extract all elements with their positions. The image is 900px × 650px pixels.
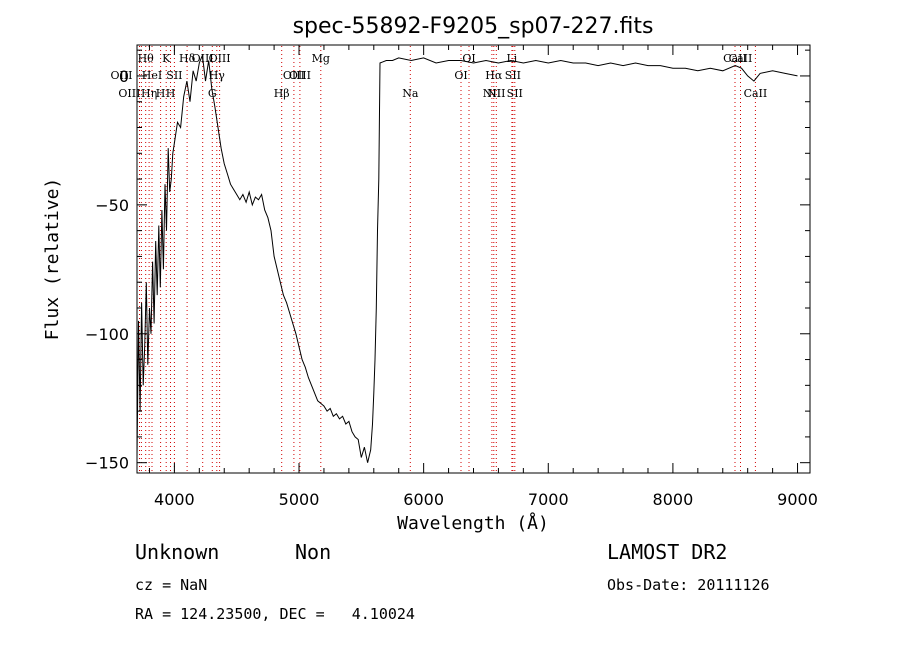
y-axis-label: Flux (relative) bbox=[42, 178, 63, 341]
line-label-2: Hθ bbox=[138, 52, 155, 65]
line-label-18: Na bbox=[402, 87, 419, 100]
line-label-26: SII bbox=[507, 87, 523, 100]
line-label-28: CaII bbox=[729, 52, 753, 65]
line-label-16: OIII bbox=[289, 69, 311, 82]
line-label-24: Li bbox=[506, 52, 517, 65]
chart-title: spec-55892-F9205_sp07-227.fits bbox=[293, 14, 654, 39]
line-label-25: SII bbox=[505, 69, 521, 82]
object-class: Unknown bbox=[135, 540, 220, 564]
observation-date: Obs-Date: 20111126 bbox=[607, 576, 770, 594]
line-label-4: HeI bbox=[142, 69, 162, 82]
y-tick-label-3: 0 bbox=[119, 67, 129, 86]
line-label-19: OI bbox=[454, 69, 467, 82]
line-label-7: H bbox=[166, 87, 176, 100]
redshift-cz: cz = NaN bbox=[135, 576, 208, 594]
line-label-8: SII bbox=[166, 69, 182, 82]
plot-frame bbox=[136, 44, 811, 474]
y-tick-label-0: −150 bbox=[85, 454, 129, 473]
y-tick-label-1: −100 bbox=[85, 325, 129, 344]
y-axis-ticks: −150 −100 −50 0 bbox=[85, 49, 810, 473]
line-label-9: Hδ bbox=[179, 52, 196, 65]
x-tick-label-0: 4000 bbox=[154, 490, 195, 509]
line-label-3: Hη bbox=[141, 87, 157, 100]
line-label-12: Hγ bbox=[209, 69, 226, 82]
y-tick-label-2: −50 bbox=[95, 196, 129, 215]
line-label-29: CaII bbox=[744, 87, 768, 100]
line-label-17: Mg bbox=[312, 52, 330, 65]
x-tick-label-2: 6000 bbox=[403, 490, 444, 509]
line-label-6: K bbox=[162, 52, 171, 65]
line-label-23: NII bbox=[487, 87, 505, 100]
line-label-5: H bbox=[156, 87, 166, 100]
line-label-22: Hα bbox=[485, 69, 503, 82]
x-tick-label-1: 5000 bbox=[279, 490, 320, 509]
line-label-14: Hβ bbox=[274, 87, 290, 100]
spectral-line-markers bbox=[139, 46, 756, 472]
x-tick-label-5: 9000 bbox=[777, 490, 818, 509]
coordinates: RA = 124.23500, DEC = 4.10024 bbox=[135, 605, 415, 623]
x-axis-ticks: 4000 5000 6000 7000 8000 9000 bbox=[148, 45, 818, 509]
line-label-0: OIII bbox=[110, 69, 132, 82]
object-subclass: Non bbox=[295, 540, 332, 564]
line-label-1: OIII bbox=[118, 87, 140, 100]
x-tick-label-4: 8000 bbox=[653, 490, 694, 509]
spectrum-series-line bbox=[136, 55, 798, 463]
line-label-27: CaII bbox=[723, 52, 747, 65]
line-label-21: NII bbox=[483, 87, 501, 100]
line-label-13: OIII bbox=[209, 52, 231, 65]
line-label-15: OIII bbox=[283, 69, 305, 82]
x-axis-label: Wavelength (Å) bbox=[397, 512, 549, 534]
spectral-line-labels: OIIIOIIIHθHηHeIHKHSIIHδOIIIGHγOIIIHβOIII… bbox=[110, 52, 767, 100]
survey-name: LAMOST DR2 bbox=[607, 540, 728, 564]
x-tick-label-3: 7000 bbox=[528, 490, 569, 509]
